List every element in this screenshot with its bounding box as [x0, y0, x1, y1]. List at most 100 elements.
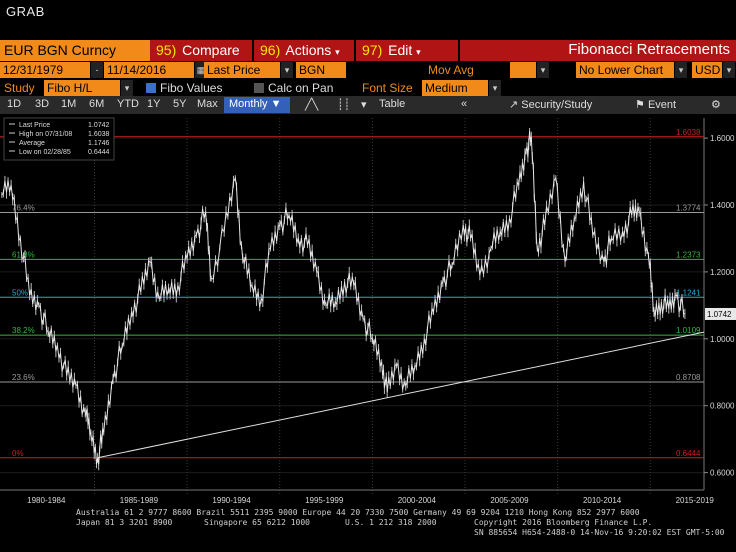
x-tick-label-0: 1980-1984 [27, 496, 66, 505]
font-size-select[interactable]: Medium [422, 80, 488, 96]
footer-session: SN 885654 H654-2488-0 14-Nov-16 9:20:02 … [474, 528, 725, 537]
security-study-button[interactable]: ↗ Security/Study [504, 97, 598, 113]
x-tick-label-6: 2010-2014 [583, 496, 622, 505]
checkbox-checked-icon [146, 83, 156, 93]
fib-level-value-3: 1.1241 [676, 288, 701, 297]
y-tick-label-5: 1.6000 [710, 134, 735, 143]
trend-icon: ↗ [509, 99, 519, 111]
fib-level-value-1: 1.3774 [676, 204, 701, 213]
study-label: Study [4, 81, 35, 95]
footer: Australia 61 2 9777 8600 Brazil 5511 239… [0, 506, 736, 552]
calc-on-pan-toggle[interactable]: Calc on Pan [254, 81, 333, 95]
actions-label: Actions [285, 42, 332, 58]
last-price-tag [705, 307, 736, 320]
period-toolbar: 1D 3D 1M 6M YTD 1Y 5Y Max Monthly ▼ ╱╲ ┊┊ ▾ Tab… [0, 96, 736, 114]
footer-copyright: Copyright 2016 Bloomberg Finance L.P. [474, 518, 653, 527]
fib-level-value-4: 1.0109 [676, 326, 701, 335]
x-tick-label-4: 2000-2004 [398, 496, 437, 505]
source-field[interactable]: BGN [296, 62, 346, 78]
event-button[interactable]: ⚑ Event [630, 97, 682, 113]
fib-level-value-6: 0.6444 [676, 449, 701, 458]
fib-level-value-2: 1.2373 [676, 250, 701, 259]
legend-label-low: Low on 02/28/85 [19, 149, 71, 156]
period-button-5y[interactable]: 5Y [168, 97, 192, 113]
gear-icon[interactable]: ⚙ [706, 97, 726, 113]
footer-contacts-line: Australia 61 2 9777 8600 Brazil 5511 239… [76, 508, 640, 517]
edit-number: 97) [362, 42, 383, 58]
x-tick-label-1: 1985-1989 [120, 496, 159, 505]
compare-menu-button[interactable]: 95) Compare [150, 40, 252, 61]
function-title: Fibonacci Retracements [460, 40, 736, 61]
y-tick-label-0: 0.6000 [710, 469, 735, 478]
legend-value-average: 1.1746 [88, 140, 110, 147]
table-button[interactable]: Table [374, 97, 411, 113]
last-price-tag-label: 1.0742 [707, 310, 732, 319]
fib-level-label-6: 0% [12, 449, 24, 458]
legend-label-average: Average [19, 140, 45, 147]
y-tick-label-3: 1.2000 [710, 268, 735, 277]
frequency-select[interactable]: Monthly ▼ [224, 97, 290, 113]
period-button-ytd[interactable]: YTD [112, 97, 144, 113]
pan-back-icon[interactable]: « [456, 97, 473, 113]
period-button-1m[interactable]: 1M [56, 97, 82, 113]
footer-us: U.S. 1 212 318 2000 [345, 518, 437, 527]
price-field-select[interactable]: Last Price [204, 62, 280, 78]
lower-chart-dropdown-icon[interactable]: ▾ [675, 62, 687, 78]
chart-background [0, 116, 736, 516]
frequency-label: Monthly [229, 98, 268, 110]
function-toolbar: EUR BGN Curncy 95) Compare 96) Actions ▾… [0, 40, 736, 61]
range-toolbar: 12/31/1979 - 11/14/2016 ▦ Last Price ▾ B… [0, 62, 736, 79]
fibo-values-toggle[interactable]: Fibo Values [146, 81, 222, 95]
mov-avg-dropdown-icon[interactable]: ▾ [537, 62, 549, 78]
fibo-values-label: Fibo Values [160, 81, 223, 95]
chevron-down-icon: ▾ [335, 47, 340, 57]
period-button-1y[interactable]: 1Y [142, 97, 166, 113]
actions-menu-button[interactable]: 96) Actions ▾ [254, 40, 354, 61]
price-series-line-0 [1, 130, 686, 465]
chevron-down-icon[interactable]: ▾ [356, 97, 372, 113]
fib-level-value-5: 0.8708 [676, 373, 701, 382]
font-size-label: Font Size [362, 81, 413, 95]
currency-select[interactable]: USD [692, 62, 722, 78]
fib-level-value-0: 1.6038 [676, 128, 701, 137]
chevron-down-icon: ▾ [416, 47, 421, 57]
checkbox-unchecked-icon [254, 83, 264, 93]
bar-chart-type-icon[interactable]: ┊┊ [332, 97, 356, 113]
calc-on-pan-label: Calc on Pan [268, 81, 334, 95]
font-size-dropdown-icon[interactable]: ▾ [489, 80, 501, 96]
lower-chart-select[interactable]: No Lower Chart [576, 62, 674, 78]
y-tick-label-2: 1.0000 [710, 335, 735, 344]
edit-label: Edit [388, 42, 413, 58]
flag-icon: ⚑ [635, 99, 645, 111]
price-field-dropdown-icon[interactable]: ▾ [281, 62, 293, 78]
compare-number: 95) [156, 42, 177, 58]
mov-avg-label: Mov Avg [428, 63, 474, 77]
chart-area: 100%1.603876.4%1.377461.8%1.237350%1.124… [0, 116, 736, 516]
price-chart[interactable]: 100%1.603876.4%1.377461.8%1.237350%1.124… [0, 116, 736, 516]
period-button-max[interactable]: Max [192, 97, 223, 113]
edit-menu-button[interactable]: 97) Edit ▾ [356, 40, 458, 61]
mov-avg-field[interactable] [510, 62, 536, 78]
legend-value-low: 0.6444 [88, 149, 110, 156]
period-button-1d[interactable]: 1D [2, 97, 27, 113]
study-select[interactable]: Fibo H/L [44, 80, 120, 96]
footer-japan: Japan 81 3 3201 8900 [76, 518, 173, 527]
study-toolbar: Study Fibo H/L ▾ Fibo Values Calc on Pan… [0, 80, 736, 97]
legend-value-last-price: 1.0742 [88, 122, 110, 129]
table-label: Table [379, 98, 406, 110]
period-button-3d[interactable]: 3D [30, 97, 55, 113]
start-date-field[interactable]: 12/31/1979 [0, 62, 90, 78]
actions-number: 96) [260, 42, 281, 58]
legend-label-high: High on 07/31/08 [19, 131, 72, 138]
period-button-6m[interactable]: 6M [84, 97, 110, 113]
currency-dropdown-icon[interactable]: ▾ [723, 62, 735, 78]
fib-level-label-4: 38.2% [12, 326, 35, 335]
footer-singapore: Singapore 65 6212 1000 [204, 518, 310, 527]
fib-level-label-1: 76.4% [12, 204, 35, 213]
ticker-field[interactable]: EUR BGN Curncy [0, 40, 150, 61]
line-chart-icon[interactable]: ╱╲ [300, 97, 324, 113]
y-tick-label-1: 0.8000 [710, 402, 735, 411]
study-dropdown-icon[interactable]: ▾ [121, 80, 133, 96]
x-tick-label-7: 2015-2019 [676, 496, 715, 505]
end-date-field[interactable]: 11/14/2016 [104, 62, 194, 78]
